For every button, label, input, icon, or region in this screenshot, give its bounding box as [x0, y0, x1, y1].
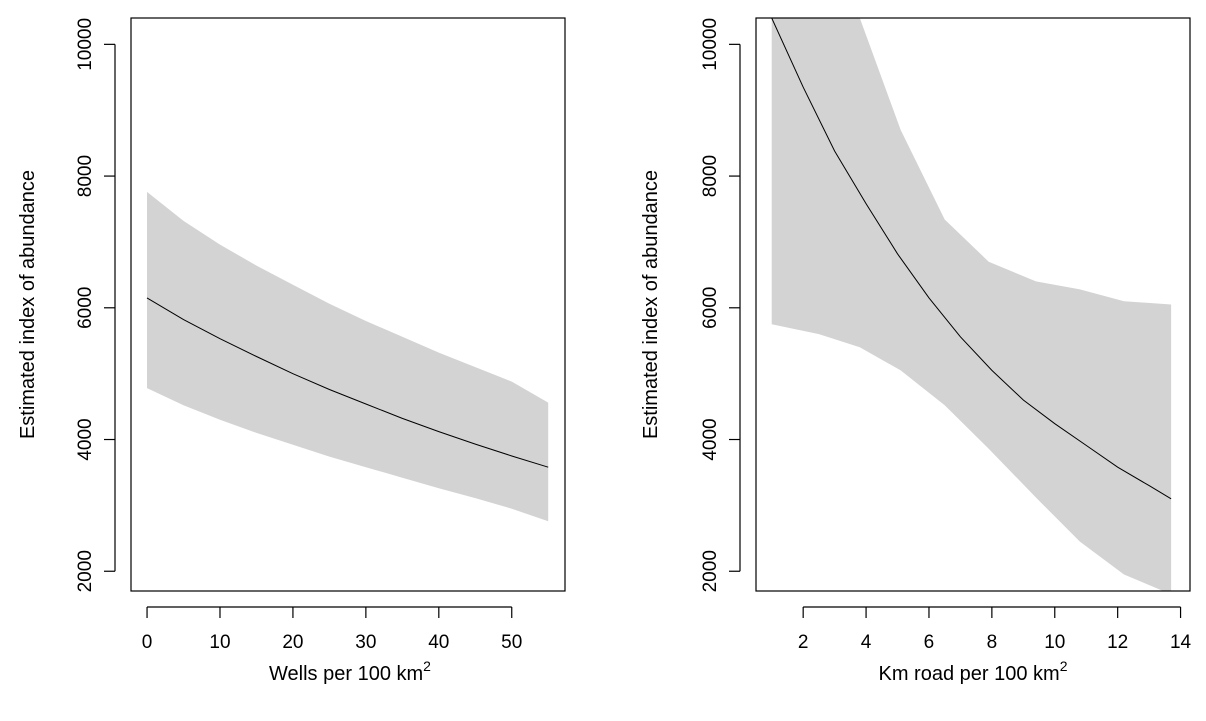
x-tick-label: 0: [142, 632, 153, 653]
y-axis-title: Estimated index of abundance: [17, 170, 39, 439]
y-tick-label: 6000: [75, 287, 96, 329]
x-tick-label: 10: [209, 632, 230, 653]
confidence-band: [147, 191, 549, 522]
x-axis-title-superscript: 2: [423, 658, 431, 674]
x-axis-title: Km road per 100 km2: [879, 658, 1068, 685]
x-tick-label: 2: [798, 632, 809, 653]
x-axis-title-superscript: 2: [1060, 658, 1068, 674]
estimate-line: [771, 18, 1172, 500]
y-tick-label: 10000: [700, 18, 721, 71]
y-tick-label: 2000: [75, 550, 96, 592]
y-tick-label: 6000: [700, 287, 721, 329]
confidence-band: [771, 18, 1172, 591]
y-tick-label: 10000: [75, 18, 96, 71]
y-tick-label: 8000: [700, 155, 721, 197]
x-tick-label: 20: [282, 632, 303, 653]
x-axis-title: Wells per 100 km2: [269, 658, 431, 685]
right-panel-roads: 2 4 6 8 10 12 14 2000 4000 6000 8000 10000 Estimated…: [640, 17, 1192, 685]
plot-frame: [130, 17, 566, 592]
left-panel-wells: 0 10 20 30 40 50 2000 4000 6000 8000 10000 Estimate…: [17, 17, 566, 685]
estimate-line: [146, 297, 549, 468]
x-tick-label: 14: [1170, 632, 1192, 653]
x-tick-label: 4: [861, 632, 872, 653]
x-tick-label: 6: [924, 632, 935, 653]
y-tick-label: 4000: [700, 418, 721, 460]
x-tick-label: 40: [428, 632, 449, 653]
y-axis-title: Estimated index of abundance: [640, 170, 662, 439]
x-tick-label: 10: [1044, 632, 1065, 653]
y-tick-label: 8000: [75, 155, 96, 197]
y-tick-label: 2000: [700, 550, 721, 592]
plot-frame: [755, 17, 1191, 592]
x-axis-title-text: Wells per 100 km: [269, 663, 423, 685]
x-tick-label: 30: [355, 632, 376, 653]
y-tick-label: 4000: [75, 418, 96, 460]
x-tick-label: 12: [1107, 632, 1128, 653]
x-tick-label: 50: [501, 632, 522, 653]
x-axis-title-text: Km road per 100 km: [879, 663, 1060, 685]
x-tick-label: 8: [987, 632, 998, 653]
